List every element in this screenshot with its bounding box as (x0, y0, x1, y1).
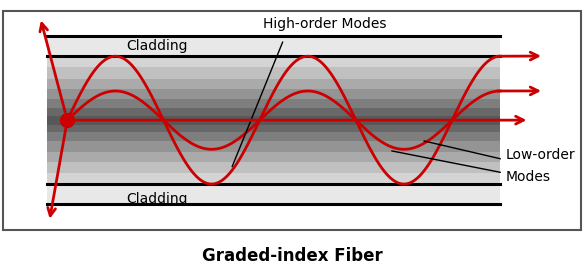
Text: High-order Modes: High-order Modes (263, 17, 387, 31)
Bar (47, 79, 500, 162)
Bar (47, 99, 500, 142)
Bar (47, 56, 500, 184)
Bar (47, 68, 500, 173)
Bar (47, 36, 500, 56)
Bar (47, 184, 500, 204)
Text: Cladding: Cladding (126, 192, 187, 206)
Text: Modes: Modes (506, 170, 551, 184)
Text: Cladding: Cladding (126, 39, 187, 53)
Bar (47, 108, 500, 132)
Bar (47, 116, 500, 125)
Bar (47, 89, 500, 152)
Text: Graded-index Fiber: Graded-index Fiber (202, 247, 383, 265)
Text: Low-order: Low-order (506, 148, 576, 162)
